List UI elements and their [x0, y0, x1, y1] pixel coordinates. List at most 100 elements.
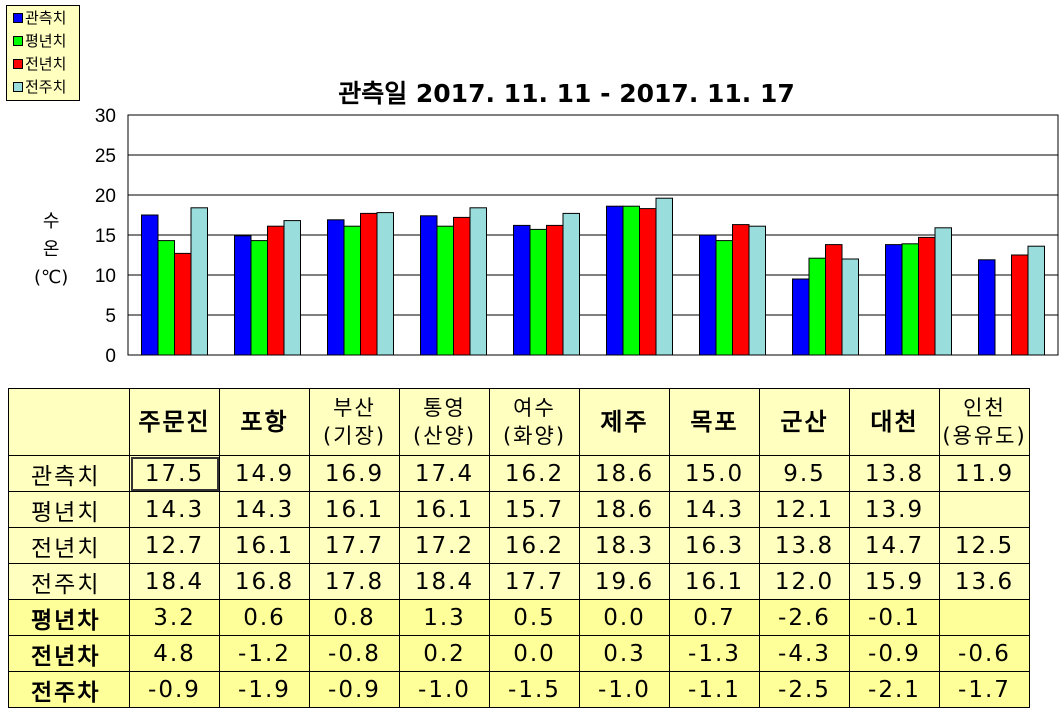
table-cell[interactable]: 14.9 — [219, 455, 310, 492]
table-row: 관측치 17.5 14.9 16.9 17.4 16.2 18.6 15.0 9.5 13.8 11… — [8, 455, 1030, 492]
bar-3-6 — [748, 225, 766, 356]
table-cell[interactable]: 18.4 — [129, 563, 220, 600]
table-cell[interactable]: 15.9 — [849, 563, 940, 600]
table-cell[interactable]: 18.6 — [579, 491, 670, 528]
table-cell[interactable]: 13.8 — [759, 527, 850, 564]
bar-1-2 — [343, 225, 361, 356]
bar-3-0 — [190, 207, 208, 356]
table-cell[interactable]: 0.0 — [489, 635, 580, 672]
table-cell[interactable]: 17.7 — [309, 527, 400, 564]
table-cell[interactable]: 18.4 — [399, 563, 490, 600]
table-cell[interactable]: 18.6 — [579, 455, 670, 492]
table-cell[interactable]: 12.1 — [759, 491, 850, 528]
header-text: 인천 — [963, 396, 1006, 420]
table-cell[interactable]: 13.8 — [849, 455, 940, 492]
table-cell[interactable]: -0.9 — [309, 671, 400, 708]
bar-2-8 — [918, 236, 936, 356]
chart-title: 관측일 2017. 11. 11 - 2017. 11. 17 — [338, 79, 795, 108]
legend-label: 전년치 — [25, 55, 67, 73]
bar-1-4 — [529, 228, 547, 356]
table-cell[interactable]: 11.9 — [939, 455, 1030, 492]
table-cell[interactable]: 15.0 — [669, 455, 760, 492]
table-cell[interactable]: -2.1 — [849, 671, 940, 708]
table-cell[interactable]: 14.3 — [129, 491, 220, 528]
table-cell[interactable]: 12.5 — [939, 527, 1030, 564]
table-cell[interactable]: 12.0 — [759, 563, 850, 600]
table-cell[interactable]: 0.0 — [579, 599, 670, 636]
table-cell[interactable]: -2.5 — [759, 671, 850, 708]
table-cell[interactable]: 16.1 — [309, 491, 400, 528]
table-cell[interactable]: 14.3 — [669, 491, 760, 528]
table-cell[interactable]: 17.2 — [399, 527, 490, 564]
table-cell[interactable]: 0.7 — [669, 599, 760, 636]
legend: 관측치 평년치 전년치 전주치 — [6, 5, 80, 101]
table-cell[interactable]: 16.3 — [669, 527, 760, 564]
table-cell[interactable]: -0.9 — [129, 671, 220, 708]
table-cell[interactable]: 0.2 — [399, 635, 490, 672]
table-cell[interactable]: 0.6 — [219, 599, 310, 636]
column-header: 인천 (용유도) — [939, 388, 1030, 456]
table-cell[interactable]: -1.0 — [399, 671, 490, 708]
table-cell[interactable]: -0.6 — [939, 635, 1030, 672]
table-cell[interactable]: 0.5 — [489, 599, 580, 636]
table-cell[interactable]: 16.1 — [669, 563, 760, 600]
table-cell[interactable]: -4.3 — [759, 635, 850, 672]
table-cell[interactable]: -0.9 — [849, 635, 940, 672]
table-cell[interactable]: 0.3 — [579, 635, 670, 672]
bar-0-4 — [513, 224, 531, 356]
table-cell[interactable]: -2.6 — [759, 599, 850, 636]
bar-1-0 — [157, 240, 175, 356]
y-tick-label: 0 — [105, 346, 116, 367]
table-cell[interactable]: -1.3 — [669, 635, 760, 672]
column-header: 통영 (산양) — [399, 388, 490, 456]
table-cell[interactable]: 17.7 — [489, 563, 580, 600]
table-cell[interactable]: 0.8 — [309, 599, 400, 636]
table-cell[interactable]: 1.3 — [399, 599, 490, 636]
table-cell[interactable]: -0.8 — [309, 635, 400, 672]
table-cell[interactable]: 12.7 — [129, 527, 220, 564]
bar-2-6 — [732, 224, 750, 356]
column-header: 대천 — [849, 388, 940, 456]
legend-label: 전주치 — [25, 78, 67, 96]
bar-1-7 — [808, 257, 826, 356]
table-cell[interactable]: -1.2 — [219, 635, 310, 672]
table-cell[interactable]: 9.5 — [759, 455, 850, 492]
header-text: 목포 — [690, 408, 739, 436]
header-text: (기장) — [322, 424, 387, 448]
table-cell[interactable]: 16.1 — [219, 527, 310, 564]
bar-3-8 — [934, 227, 952, 356]
table-row: 전주치 18.4 16.8 17.8 18.4 17.7 19.6 16.1 12.0 15.9 1… — [8, 563, 1030, 600]
table-cell[interactable]: 13.6 — [939, 563, 1030, 600]
table-cell[interactable]: 14.7 — [849, 527, 940, 564]
table-cell[interactable]: 15.7 — [489, 491, 580, 528]
table-cell[interactable] — [939, 491, 1030, 528]
table-cell[interactable]: 16.2 — [489, 527, 580, 564]
table-cell[interactable]: 17.8 — [309, 563, 400, 600]
y-tick-label: 15 — [95, 226, 116, 247]
table-cell[interactable] — [939, 599, 1030, 636]
table-cell[interactable]: 19.6 — [579, 563, 670, 600]
table-cell[interactable]: -1.9 — [219, 671, 310, 708]
table-cell[interactable]: -0.1 — [849, 599, 940, 636]
table-cell[interactable]: 16.1 — [399, 491, 490, 528]
header-text: (산양) — [412, 424, 477, 448]
bar-3-7 — [841, 258, 859, 356]
bar-3-9 — [1027, 245, 1045, 356]
table-cell[interactable]: -1.5 — [489, 671, 580, 708]
table-cell[interactable]: 14.3 — [219, 491, 310, 528]
table-cell[interactable]: 16.9 — [309, 455, 400, 492]
table-cell[interactable]: 17.4 — [399, 455, 490, 492]
table-cell[interactable]: 18.3 — [579, 527, 670, 564]
column-header: 주문진 — [129, 388, 220, 456]
table-cell[interactable]: -1.7 — [939, 671, 1030, 708]
table-cell[interactable]: 17.5 — [129, 455, 220, 492]
table-cell[interactable]: -1.1 — [669, 671, 760, 708]
header-text: 대천 — [870, 408, 919, 436]
table-cell[interactable]: 16.8 — [219, 563, 310, 600]
table-cell[interactable]: 3.2 — [129, 599, 220, 636]
row-label: 전년치 — [8, 527, 130, 564]
table-cell[interactable]: 4.8 — [129, 635, 220, 672]
table-cell[interactable]: 13.9 — [849, 491, 940, 528]
table-cell[interactable]: 16.2 — [489, 455, 580, 492]
table-cell[interactable]: -1.0 — [579, 671, 670, 708]
